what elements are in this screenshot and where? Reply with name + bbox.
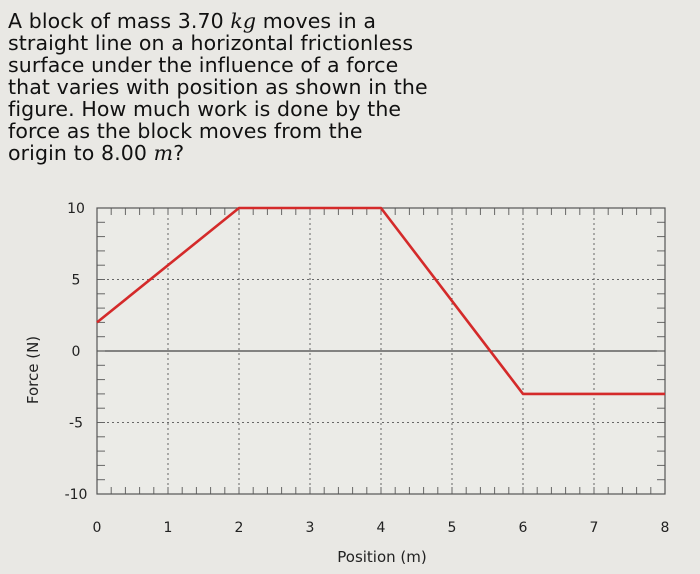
y-tick-label: -10 bbox=[65, 487, 88, 503]
x-tick-label: 3 bbox=[306, 520, 315, 536]
y-tick-label: 10 bbox=[67, 201, 85, 217]
force-series-line bbox=[96, 206, 665, 396]
x-tick-label: 2 bbox=[235, 520, 244, 536]
force-position-chart: 10 5 0 -5 -10 0 1 2 3 4 5 6 7 8 Force (N) Position (m… bbox=[0, 188, 700, 570]
question-line-4: that varies with position as shown in th… bbox=[8, 75, 428, 99]
question-line-3: surface under the influence of a force bbox=[8, 53, 399, 77]
question-line-2: straight line on a horizontal frictionle… bbox=[8, 31, 414, 55]
y-tick-label: 5 bbox=[72, 273, 81, 289]
x-tick-label: 5 bbox=[448, 520, 457, 536]
x-tick-label: 7 bbox=[590, 520, 599, 536]
question-line-1: A block of mass 3.70 kg moves in a bbox=[8, 9, 376, 33]
x-tick-label: 6 bbox=[519, 520, 528, 536]
question-line-6: force as the block moves from the bbox=[8, 119, 363, 143]
x-axis-label: Position (m) bbox=[337, 548, 427, 566]
chart-svg: 10 5 0 -5 -10 0 1 2 3 4 5 6 7 8 Force (N) Position (m… bbox=[24, 201, 670, 566]
y-axis-label: Force (N) bbox=[24, 336, 42, 404]
question-line-7: origin to 8.00 m? bbox=[8, 141, 185, 165]
x-tick-label: 0 bbox=[93, 520, 102, 536]
question-text: A block of mass 3.70 kg moves in a strai… bbox=[8, 10, 508, 164]
x-tick-label: 1 bbox=[164, 520, 173, 536]
x-tick-label: 8 bbox=[661, 520, 670, 536]
y-tick-label: 0 bbox=[72, 344, 81, 360]
y-tick-label: -5 bbox=[69, 416, 83, 432]
x-tick-label: 4 bbox=[377, 520, 386, 536]
question-line-5: figure. How much work is done by the bbox=[8, 97, 402, 121]
